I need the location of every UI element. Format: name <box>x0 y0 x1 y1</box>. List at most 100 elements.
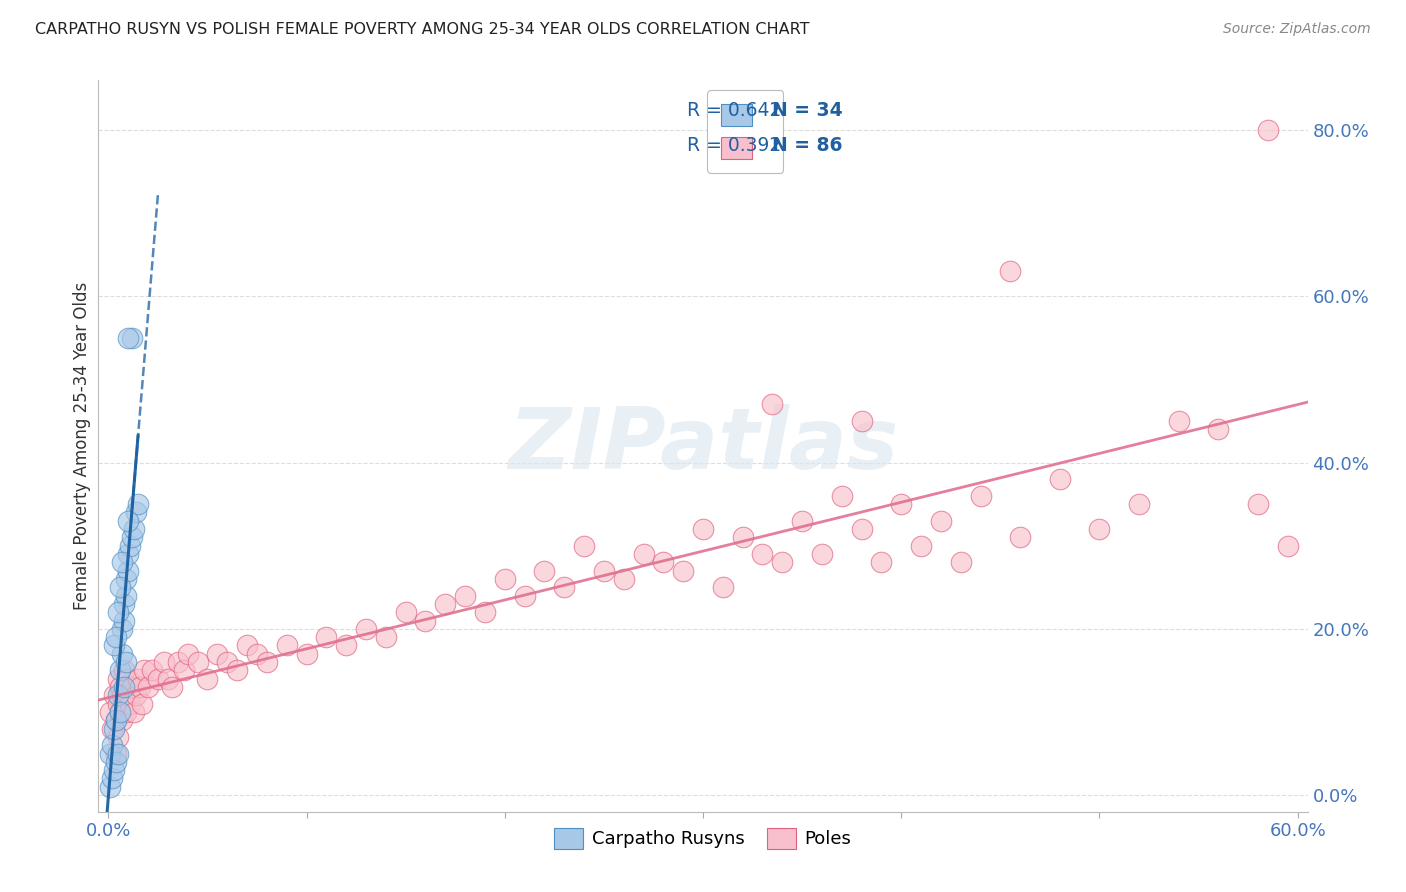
Point <box>127 672 149 686</box>
Point <box>115 589 138 603</box>
Point <box>572 539 595 553</box>
Point <box>949 555 972 569</box>
Point <box>141 664 163 678</box>
Point <box>115 572 138 586</box>
Point <box>110 705 132 719</box>
Point <box>112 680 135 694</box>
Point <box>121 331 143 345</box>
Point <box>1010 530 1032 544</box>
Point <box>110 664 132 678</box>
Point <box>374 630 396 644</box>
Point <box>354 622 377 636</box>
Point <box>107 672 129 686</box>
Point <box>121 680 143 694</box>
Point <box>217 655 239 669</box>
Point <box>692 522 714 536</box>
Point <box>434 597 457 611</box>
Point <box>117 547 139 561</box>
Point <box>246 647 269 661</box>
Point <box>494 572 516 586</box>
Point <box>751 547 773 561</box>
Point <box>790 514 813 528</box>
Point <box>117 331 139 345</box>
Point <box>112 614 135 628</box>
Point <box>129 680 152 694</box>
Point <box>98 705 121 719</box>
Point <box>111 647 134 661</box>
Point <box>153 655 176 669</box>
Point <box>122 705 145 719</box>
Point <box>186 655 208 669</box>
Point <box>851 522 873 536</box>
Point <box>731 530 754 544</box>
Point <box>454 589 477 603</box>
Point <box>197 672 219 686</box>
Point <box>101 772 124 786</box>
Point <box>111 622 134 636</box>
Point <box>101 738 124 752</box>
Point <box>851 414 873 428</box>
Point <box>117 564 139 578</box>
Point <box>136 680 159 694</box>
Point <box>107 697 129 711</box>
Point <box>122 522 145 536</box>
Point <box>711 580 734 594</box>
Point <box>127 497 149 511</box>
Point <box>1128 497 1150 511</box>
Point <box>132 664 155 678</box>
Point <box>111 689 134 703</box>
Point <box>112 697 135 711</box>
Point <box>207 647 229 661</box>
Point <box>652 555 675 569</box>
Point <box>276 639 298 653</box>
Point <box>98 780 121 794</box>
Point <box>1088 522 1111 536</box>
Point <box>98 747 121 761</box>
Point <box>1167 414 1189 428</box>
Text: N = 34: N = 34 <box>772 101 842 120</box>
Point <box>103 763 125 777</box>
Point <box>125 506 148 520</box>
Point <box>226 664 249 678</box>
Point <box>315 630 337 644</box>
Point <box>173 664 195 678</box>
Point <box>870 555 893 569</box>
Point <box>831 489 853 503</box>
Point <box>1208 422 1230 436</box>
Point <box>117 689 139 703</box>
Point <box>105 714 128 728</box>
Point <box>1000 264 1022 278</box>
Text: R = 0.642: R = 0.642 <box>688 101 782 120</box>
Point <box>335 639 357 653</box>
Point <box>1049 472 1071 486</box>
Point <box>107 747 129 761</box>
Point <box>811 547 834 561</box>
Point <box>125 689 148 703</box>
Point <box>112 597 135 611</box>
Point <box>110 680 132 694</box>
Point <box>105 714 128 728</box>
Text: ZIPatlas: ZIPatlas <box>508 404 898 488</box>
Point <box>101 722 124 736</box>
Point <box>107 605 129 619</box>
Point <box>910 539 932 553</box>
Text: CARPATHO RUSYN VS POLISH FEMALE POVERTY AMONG 25-34 YEAR OLDS CORRELATION CHART: CARPATHO RUSYN VS POLISH FEMALE POVERTY … <box>35 22 810 37</box>
Point <box>121 530 143 544</box>
Point <box>770 555 793 569</box>
Point <box>761 397 783 411</box>
Point <box>120 539 142 553</box>
Point <box>474 605 496 619</box>
Point <box>929 514 952 528</box>
Point <box>672 564 695 578</box>
Point <box>120 697 142 711</box>
Point <box>105 630 128 644</box>
Point <box>890 497 912 511</box>
Legend: Carpatho Rusyns, Poles: Carpatho Rusyns, Poles <box>546 819 860 857</box>
Point <box>103 722 125 736</box>
Point <box>105 747 128 761</box>
Point <box>110 705 132 719</box>
Point <box>1257 123 1279 137</box>
Point <box>115 705 138 719</box>
Point <box>593 564 616 578</box>
Point <box>103 639 125 653</box>
